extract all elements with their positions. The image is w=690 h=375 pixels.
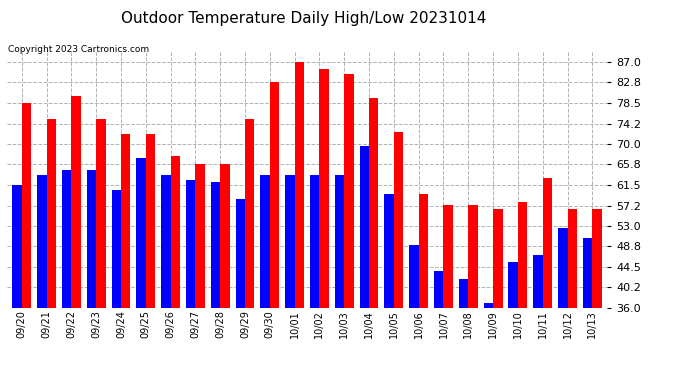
Bar — [146, 134, 155, 308]
Bar — [310, 175, 319, 308]
Bar — [170, 156, 180, 308]
Bar — [335, 175, 344, 308]
Bar — [220, 164, 230, 308]
Bar — [518, 202, 527, 308]
Bar — [319, 69, 329, 308]
Bar — [444, 206, 453, 308]
Bar — [112, 190, 121, 308]
Bar — [369, 98, 379, 308]
Bar — [459, 279, 469, 308]
Bar — [37, 175, 47, 308]
Bar — [87, 170, 96, 308]
Bar — [260, 175, 270, 308]
Bar — [434, 272, 444, 308]
Bar — [245, 119, 255, 308]
Bar — [285, 175, 295, 308]
Bar — [533, 255, 543, 308]
Bar — [186, 180, 195, 308]
Bar — [121, 134, 130, 308]
Bar — [384, 194, 394, 308]
Bar — [409, 245, 419, 308]
Bar — [344, 74, 354, 307]
Bar — [71, 96, 81, 308]
Bar — [543, 178, 552, 308]
Bar — [558, 228, 567, 308]
Text: Copyright 2023 Cartronics.com: Copyright 2023 Cartronics.com — [8, 45, 150, 54]
Bar — [22, 103, 31, 308]
Bar — [270, 82, 279, 308]
Bar — [12, 185, 22, 308]
Bar — [567, 209, 577, 308]
Bar — [96, 119, 106, 308]
Text: Outdoor Temperature Daily High/Low 20231014: Outdoor Temperature Daily High/Low 20231… — [121, 11, 486, 26]
Bar — [211, 182, 220, 308]
Bar — [469, 206, 477, 308]
Bar — [62, 170, 71, 308]
Bar — [493, 209, 502, 308]
Bar — [419, 194, 428, 308]
Bar — [592, 209, 602, 308]
Bar — [583, 238, 592, 308]
Bar — [509, 262, 518, 308]
Bar — [359, 146, 369, 308]
Bar — [295, 62, 304, 308]
Bar — [47, 119, 56, 308]
Bar — [394, 132, 403, 308]
Bar — [235, 199, 245, 308]
Bar — [195, 164, 205, 308]
Bar — [137, 158, 146, 308]
Bar — [161, 175, 170, 308]
Legend: Low  (°F), High  (°F): Low (°F), High (°F) — [453, 0, 602, 1]
Bar — [484, 303, 493, 307]
